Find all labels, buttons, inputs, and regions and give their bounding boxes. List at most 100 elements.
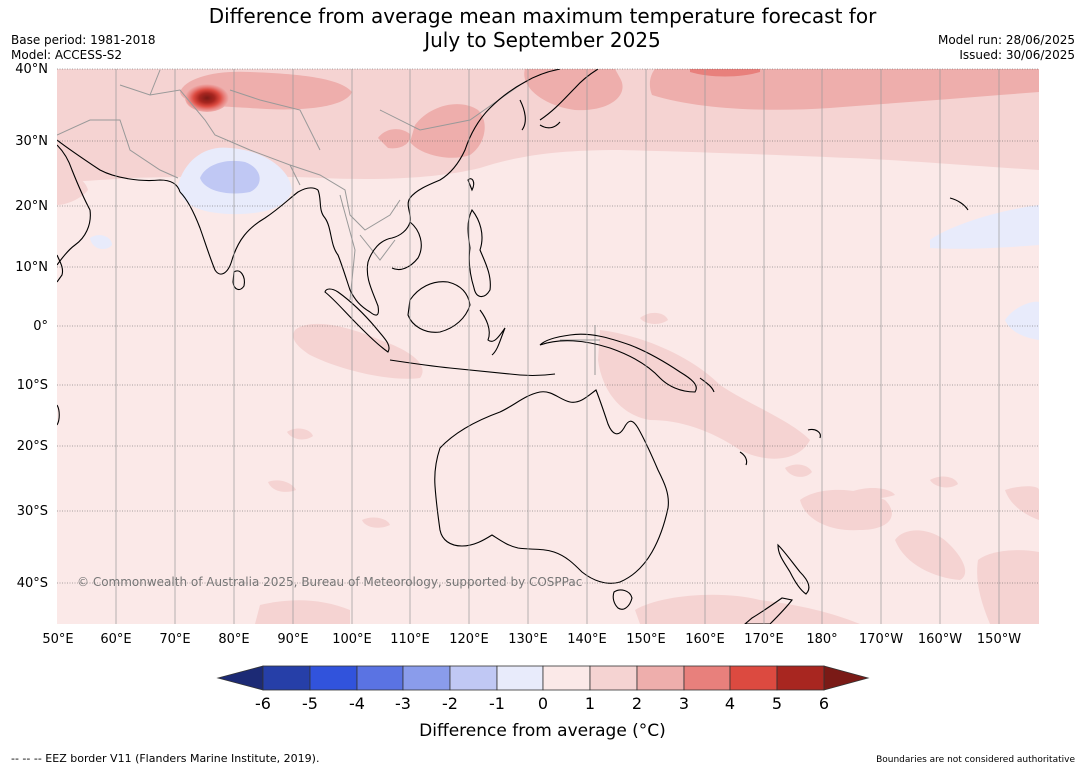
warm-patch-small-4 <box>930 476 958 488</box>
meta-right: Model run: 28/06/2025 Issued: 30/06/2025 <box>938 33 1075 63</box>
coast-japan-south <box>539 121 561 129</box>
hot-spot <box>185 84 229 112</box>
coast-vietnam <box>391 221 422 271</box>
lon-label: 70°E <box>159 632 191 647</box>
warm-patch-southern-ocean-2 <box>255 600 350 624</box>
coast-horn-of-africa <box>57 254 64 283</box>
coast-se-asia <box>317 69 561 316</box>
warm-patch-se-pacific-2 <box>1005 486 1039 520</box>
map-area <box>57 69 1039 624</box>
warm-patch-se-pacific <box>977 550 1039 624</box>
lon-label: 150°E <box>626 632 666 647</box>
colorbar-bin <box>449 665 498 691</box>
lon-label: 160°W <box>917 632 963 647</box>
colorbar-bin <box>496 665 544 691</box>
lat-label: 40°N <box>15 62 48 77</box>
warm-patch-small-2 <box>268 480 296 492</box>
latitude-gridlines <box>57 68 1039 584</box>
lon-label: 150°W <box>976 632 1022 647</box>
longitude-gridlines <box>115 69 1000 624</box>
boundary-disclaimer: Boundaries are not considered authoritat… <box>876 755 1075 765</box>
model-run: Model run: 28/06/2025 <box>937 33 1075 47</box>
lon-label: 170°E <box>744 632 784 647</box>
warm-patch-china <box>410 104 485 158</box>
cool-patch-pacific-eq <box>1005 301 1039 340</box>
colorbar-tick: -1 <box>489 694 505 713</box>
colorbar-tick: 5 <box>771 694 783 713</box>
lon-label: 110°E <box>390 632 430 647</box>
coast-africa-east <box>57 404 60 426</box>
warm-patch-indian-ocean <box>293 323 423 379</box>
lat-label: 20°N <box>15 199 48 214</box>
coast-new-caledonia <box>739 451 748 466</box>
colorbar <box>216 665 870 691</box>
colorbar-bin <box>356 665 404 691</box>
lon-label: 160°E <box>685 632 725 647</box>
coast-tasmania <box>612 589 633 610</box>
warm-patch-small-1 <box>287 428 313 440</box>
warm-patch-southern-ocean <box>635 594 860 624</box>
warm-patch-tasman <box>800 489 892 531</box>
cool-core-india <box>200 160 260 194</box>
coast-new-guinea <box>539 333 697 393</box>
colorbar-tick: -3 <box>395 694 411 713</box>
colorbar-bin <box>589 665 638 691</box>
warm-patch-north-pacific-2 <box>649 69 1039 110</box>
colorbar-tick: 6 <box>818 694 830 713</box>
warm-patch-small-3 <box>362 517 390 528</box>
lon-label: 50°E <box>42 632 74 647</box>
model-name: Model: ACCESS-S2 <box>11 48 123 62</box>
title-line-2: July to September 2025 <box>424 28 661 52</box>
colorbar-tick: -4 <box>349 694 365 713</box>
copyright-notice: © Commonwealth of Australia 2025, Bureau… <box>77 575 583 589</box>
lat-label: 40°S <box>16 576 48 591</box>
lon-label: 140°E <box>567 632 607 647</box>
coast-india <box>179 187 319 275</box>
colorbar-tick: -5 <box>302 694 318 713</box>
base-period: Base period: 1981-2018 <box>11 33 156 47</box>
lat-label: 0° <box>33 319 48 334</box>
colorbar-label: Difference from average (°C) <box>419 721 666 741</box>
warm-patch-small-5 <box>785 464 812 477</box>
lon-label: 180° <box>806 632 838 647</box>
lat-label: 10°N <box>15 260 48 275</box>
colorbar-tick: 3 <box>678 694 690 713</box>
warm-patch-china-2 <box>378 129 411 149</box>
lon-label: 120°E <box>449 632 489 647</box>
eez-note: -- -- -- EEZ border V11 (Flanders Marine… <box>11 752 320 765</box>
lon-label: 130°E <box>508 632 548 647</box>
coast-fiji <box>807 428 821 439</box>
warm-patch-south-pacific <box>895 530 966 580</box>
coast-korea <box>519 99 526 131</box>
coast-arabia <box>57 144 91 266</box>
coastlines <box>57 69 969 624</box>
coast-java <box>389 359 556 377</box>
lon-label: 100°E <box>332 632 372 647</box>
colorbar-bin <box>729 665 778 691</box>
colorbar-extend-max <box>823 665 870 691</box>
colorbar-bin <box>309 665 358 691</box>
title-line-1: Difference from average mean maximum tem… <box>208 4 877 28</box>
colorbar-tick: -6 <box>255 694 271 713</box>
colorbar-bin <box>402 665 451 691</box>
lon-label: 60°E <box>100 632 132 647</box>
colorbar-bin <box>776 665 825 691</box>
colorbar-tick: 4 <box>724 694 736 713</box>
colorbar-tick: 2 <box>631 694 643 713</box>
coast-australia <box>434 389 669 584</box>
lat-label: 20°S <box>16 439 48 454</box>
coast-solomons <box>699 377 715 393</box>
lon-label: 170°W <box>858 632 904 647</box>
coast-iran-pakistan <box>57 139 181 193</box>
colorbar-extend-min <box>216 665 264 691</box>
warm-patch-arabia <box>57 174 88 205</box>
coast-hawaii <box>949 197 969 211</box>
coast-japan <box>539 69 599 121</box>
cool-patch-pacific <box>930 205 1039 249</box>
lon-label: 90°E <box>277 632 309 647</box>
lon-label: 80°E <box>218 632 250 647</box>
coast-sumatra <box>324 288 390 353</box>
colorbar-bin <box>542 665 591 691</box>
colorbar-tick: 0 <box>537 694 549 713</box>
